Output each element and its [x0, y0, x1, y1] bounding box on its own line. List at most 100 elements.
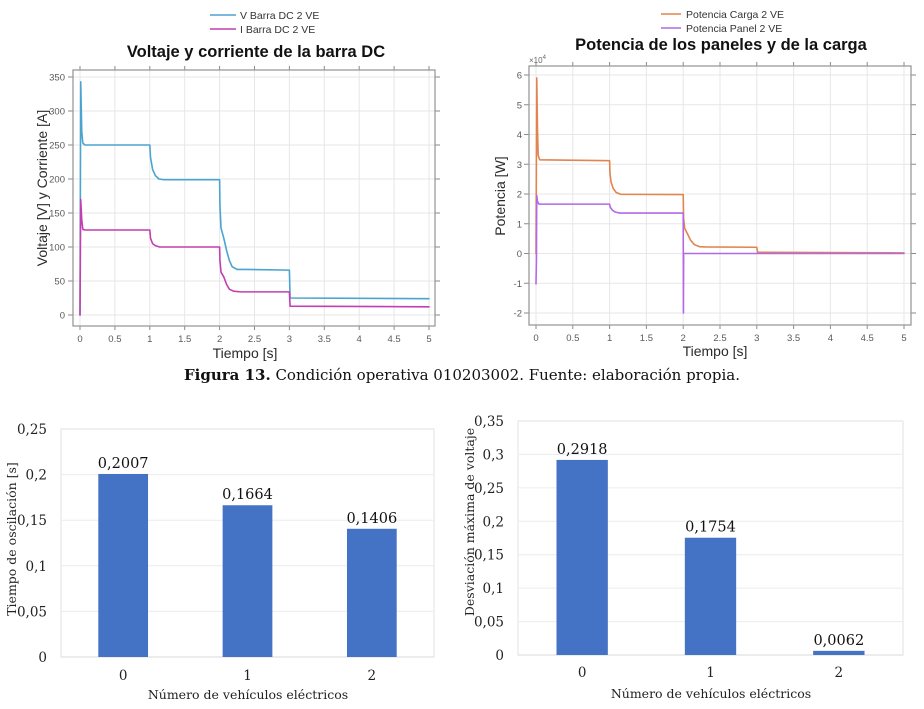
y-tick-label: 150	[49, 209, 65, 220]
y-tick-label: 100	[49, 243, 65, 254]
x-tick-label: 1.5	[178, 334, 191, 345]
bar	[684, 537, 737, 655]
x-tick-label: 2	[681, 333, 686, 344]
y-tick-label: 0	[517, 249, 522, 260]
x-category-label: 1	[706, 665, 715, 681]
x-axis-label: Número de vehículos eléctricos	[148, 687, 348, 702]
series-line-i-barra-dc-2-ve	[79, 198, 430, 316]
x-tick-label: 2.5	[248, 334, 261, 345]
x-category-label: 0	[578, 665, 587, 681]
x-axis-label: Tiempo [s]	[683, 343, 748, 359]
x-tick-label: 4.5	[861, 333, 874, 344]
bar	[98, 473, 149, 657]
legend-label: Potencia Carga 2 VE	[686, 9, 784, 21]
x-tick-label: 3	[754, 333, 759, 344]
y-tick-label: 5	[517, 100, 522, 111]
bar-data-label: 0,1406	[346, 511, 397, 527]
y-tick-label: 300	[49, 107, 65, 118]
y-tick-label: 0,15	[17, 513, 47, 529]
bar	[556, 459, 608, 655]
x-tick-label: 0.5	[108, 334, 121, 345]
bar	[813, 650, 865, 655]
x-category-label: 0	[119, 668, 128, 684]
y-axis-label: Voltaje [V] y Corriente [A]	[34, 110, 50, 266]
series-line-potencia-carga-2-ve	[535, 77, 905, 255]
y-tick-label: 0,25	[17, 422, 47, 438]
y-tick-label: 0,2	[26, 468, 47, 484]
panel-load-power-chart: 0 0.5 1 1.5 2 2.5 3 3.5 4 4.5 5 -2 -1 0 1 2 3 4 5 6 Potencia…	[492, 9, 916, 359]
y-tick-label: 4	[517, 130, 522, 141]
x-tick-label: 4	[828, 333, 833, 344]
legend-label: V Barra DC 2 VE	[240, 10, 319, 22]
y-tick-label: 200	[49, 175, 65, 186]
figure-caption: Figura 13. Condición operativa 010203002…	[0, 364, 924, 386]
y-tick-label: 350	[49, 73, 65, 84]
y-tick-label: 0	[495, 648, 504, 664]
voltage-current-plot: 0 0.5 1 1.5 2 2.5 3 3.5 4 4.5 50501001502002503003…	[49, 10, 440, 345]
legend-label: I Barra DC 2 VE	[240, 24, 315, 36]
x-tick-label: 3	[287, 334, 292, 345]
figure-caption-text: Condición operativa 010203002. Fuente: e…	[270, 366, 740, 384]
legend-label: Potencia Panel 2 VE	[686, 23, 782, 35]
bar	[346, 528, 397, 657]
y-axis-label: Tiempo de oscilación [s]	[4, 462, 19, 616]
chart-title: Voltaje y corriente de la barra DC	[127, 43, 385, 61]
bar-data-label: 0,1754	[685, 520, 736, 536]
y-tick-label: 0,05	[474, 615, 504, 631]
max-voltage-deviation-chart: 0 0,05 0,1 0,15 0,2 0,25 0,3 0,35 0,2918 0 0,1754 1…	[462, 414, 904, 701]
x-tick-label: 3.5	[318, 334, 331, 345]
x-tick-label: 0	[533, 333, 538, 344]
y-tick-label: -2	[514, 309, 522, 320]
x-tick-label: 2.5	[713, 333, 726, 344]
figure-caption-label: Figura 13.	[183, 366, 271, 384]
y-tick-label: 3	[517, 160, 522, 171]
x-axis-label: Tiempo [s]	[213, 345, 278, 361]
y-tick-label: 0,1	[483, 581, 504, 597]
x-tick-label: 1.5	[640, 333, 653, 344]
y-tick-label: 0,05	[17, 604, 47, 620]
bar-data-label: 0,2918	[557, 442, 608, 458]
x-tick-label: 2	[217, 334, 222, 345]
x-tick-label: 5	[901, 333, 906, 344]
x-tick-label: 4.5	[387, 334, 400, 345]
y-tick-label: 0	[38, 650, 47, 666]
x-tick-label: 4	[357, 334, 362, 345]
x-tick-label: 0.5	[566, 333, 579, 344]
y-tick-label: 0	[60, 311, 65, 322]
y-tick-label: 250	[49, 141, 65, 152]
oscillation-time-chart: 0 0,05 0,1 0,15 0,2 0,25 0,2007 0 0,1664 1 0,1406 2…	[4, 422, 435, 702]
x-tick-label: 3.5	[787, 333, 800, 344]
series-line-potencia-panel-2-ve	[535, 194, 905, 314]
y-axis-label: Desviación máxima de voltaje	[462, 428, 477, 616]
series-line-v-barra-dc-2-ve	[79, 80, 430, 316]
y-axis-label: Potencia [W]	[492, 156, 508, 235]
y-tick-label: 0,15	[474, 548, 504, 564]
oscillation-time-plot: 0 0,05 0,1 0,15 0,2 0,25 0,2007 0 0,1664 1 0,1406 2	[17, 422, 435, 684]
y-tick-label: 0,2	[483, 514, 504, 530]
x-category-label: 1	[243, 668, 252, 684]
x-tick-label: 0	[77, 334, 82, 345]
x-category-label: 2	[368, 668, 377, 684]
x-tick-label: 1	[607, 333, 612, 344]
max-voltage-deviation-plot: 0 0,05 0,1 0,15 0,2 0,25 0,3 0,35 0,2918 0 0,1754 1…	[474, 414, 904, 681]
bar-data-label: 0,1664	[222, 487, 273, 503]
x-tick-label: 5	[426, 334, 431, 345]
x-tick-label: 1	[147, 334, 152, 345]
y-tick-label: 6	[517, 71, 522, 82]
y-tick-label: 1	[517, 219, 522, 230]
y-tick-label: 0,25	[474, 481, 504, 497]
y-tick-label: 2	[517, 190, 522, 201]
y-tick-label: -1	[514, 279, 522, 290]
y-scale-exponent: 4	[543, 55, 547, 61]
bar	[222, 505, 273, 657]
y-tick-label: 50	[54, 277, 65, 288]
y-tick-label: 0,35	[474, 414, 504, 430]
y-tick-label: 0,3	[483, 447, 504, 463]
bar-data-label: 0,2007	[98, 456, 149, 472]
x-category-label: 2	[835, 665, 844, 681]
voltage-current-chart: 0 0.5 1 1.5 2 2.5 3 3.5 4 4.5 50501001502002503003…	[34, 10, 440, 361]
y-tick-label: 0,1	[26, 559, 47, 575]
y-scale-multiplier: ×104	[529, 55, 547, 65]
y-scale-base: ×10	[529, 56, 543, 65]
